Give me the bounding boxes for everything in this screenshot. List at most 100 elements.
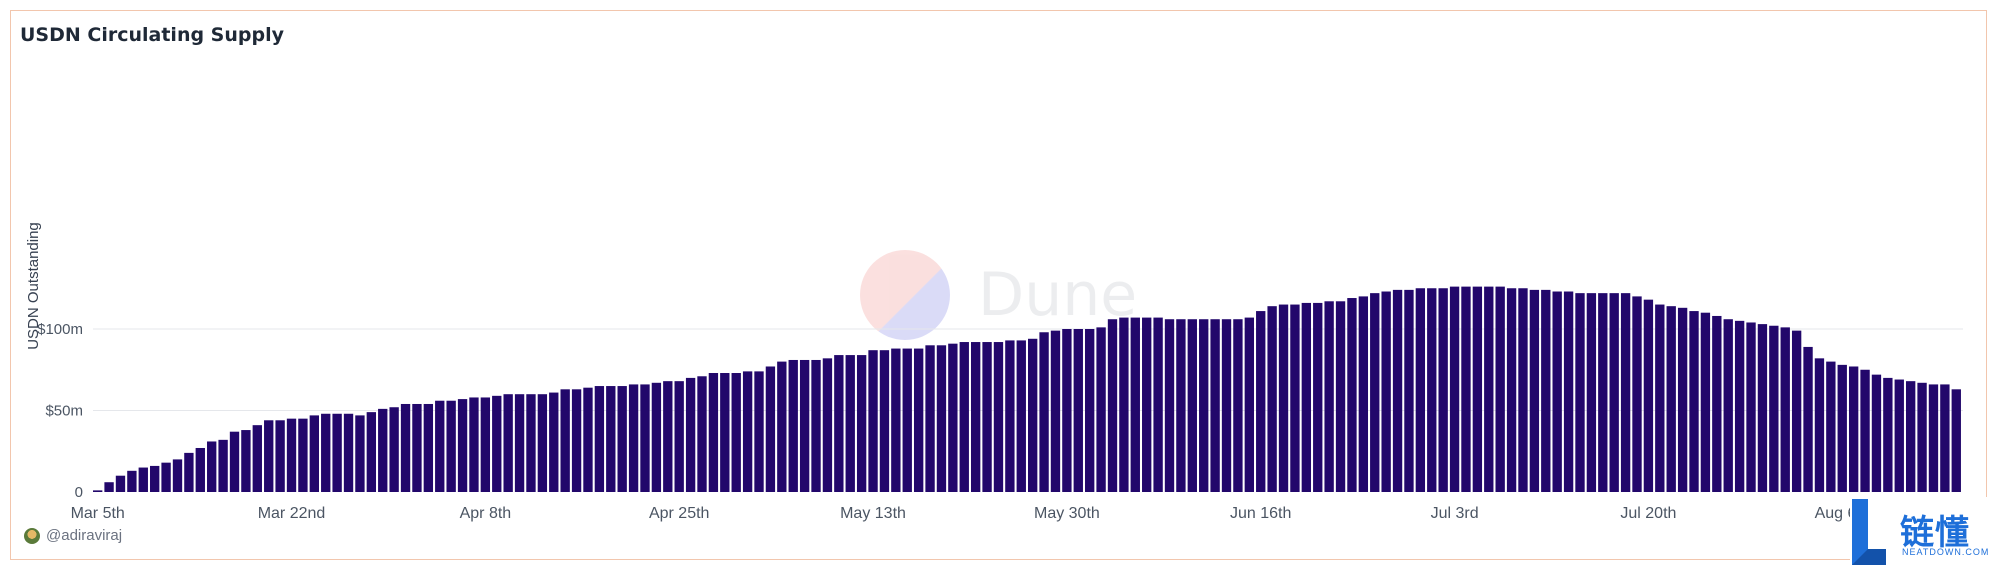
author-handle[interactable]: @adiraviraj [46, 527, 123, 544]
bar[interactable] [594, 386, 605, 492]
bar[interactable] [777, 361, 787, 492]
bar[interactable] [1415, 288, 1426, 492]
bar[interactable] [1848, 366, 1859, 492]
bar[interactable] [218, 439, 228, 492]
bar[interactable] [332, 413, 342, 492]
bar[interactable] [913, 348, 924, 492]
bar[interactable] [902, 348, 912, 492]
bar[interactable] [1803, 346, 1813, 492]
bar[interactable] [1221, 319, 1232, 492]
bar[interactable] [378, 408, 388, 492]
bar[interactable] [1928, 384, 1939, 492]
bar[interactable] [503, 394, 513, 492]
bar[interactable] [1917, 382, 1927, 492]
bar[interactable] [150, 465, 160, 492]
bar[interactable] [617, 386, 627, 492]
bar[interactable] [1677, 307, 1688, 492]
bar[interactable] [1575, 293, 1585, 492]
bar[interactable] [1073, 329, 1083, 492]
bar[interactable] [731, 373, 741, 492]
bar[interactable] [1176, 319, 1186, 492]
bar[interactable] [1894, 379, 1904, 492]
bar[interactable] [1472, 286, 1483, 492]
bar[interactable] [811, 359, 821, 492]
bar[interactable] [1301, 302, 1312, 492]
bar[interactable] [1290, 304, 1300, 492]
bar[interactable] [1598, 293, 1608, 492]
bar[interactable] [1164, 319, 1175, 492]
bar[interactable] [845, 355, 855, 492]
bar[interactable] [1814, 358, 1825, 492]
bar[interactable] [1233, 319, 1243, 492]
bar[interactable] [856, 355, 867, 492]
bar[interactable] [1244, 317, 1254, 492]
bar[interactable] [1620, 293, 1631, 492]
bar[interactable] [492, 395, 502, 492]
bar[interactable] [457, 399, 468, 492]
bar[interactable] [1427, 288, 1437, 492]
bar[interactable] [1347, 298, 1357, 492]
bar[interactable] [127, 470, 137, 492]
bar[interactable] [1905, 381, 1916, 492]
bar[interactable] [446, 400, 456, 492]
bar[interactable] [435, 400, 445, 492]
bar[interactable] [138, 467, 148, 492]
bar[interactable] [1643, 299, 1654, 492]
bar[interactable] [1871, 374, 1882, 492]
bar[interactable] [560, 389, 570, 492]
bar[interactable] [1860, 369, 1870, 492]
bar[interactable] [184, 452, 194, 492]
bar[interactable] [1541, 289, 1551, 492]
bar[interactable] [480, 397, 491, 492]
bar[interactable] [1552, 291, 1562, 492]
bar[interactable] [1370, 293, 1380, 492]
bar[interactable] [1085, 329, 1095, 492]
bar[interactable] [742, 371, 753, 492]
bar[interactable] [1404, 289, 1414, 492]
bar[interactable] [1358, 296, 1369, 492]
bar[interactable] [1940, 384, 1950, 492]
bar[interactable] [1700, 312, 1711, 492]
bar[interactable] [1016, 340, 1026, 492]
bar[interactable] [1335, 301, 1346, 492]
bar[interactable] [1689, 311, 1699, 492]
bar[interactable] [389, 407, 399, 492]
bar[interactable] [1757, 324, 1768, 492]
bar[interactable] [1142, 317, 1152, 492]
bar[interactable] [1381, 291, 1391, 492]
bar[interactable] [1119, 317, 1129, 492]
bar[interactable] [549, 392, 559, 492]
bar[interactable] [640, 384, 650, 492]
bar[interactable] [1096, 327, 1106, 492]
bar[interactable] [104, 482, 114, 492]
bar[interactable] [799, 359, 810, 492]
bar[interactable] [1951, 389, 1961, 492]
bar[interactable] [1563, 291, 1574, 492]
bar[interactable] [93, 490, 103, 492]
bar[interactable] [1256, 311, 1266, 492]
bar[interactable] [1609, 293, 1619, 492]
bar[interactable] [822, 358, 833, 492]
bar[interactable] [1278, 304, 1289, 492]
bar[interactable] [1449, 286, 1460, 492]
bar[interactable] [1005, 340, 1015, 492]
bar[interactable] [583, 387, 593, 492]
bar[interactable] [1734, 320, 1745, 492]
bar[interactable] [1039, 332, 1049, 492]
bar[interactable] [526, 394, 536, 492]
bar[interactable] [970, 342, 981, 492]
bar[interactable] [1028, 338, 1038, 492]
bar[interactable] [1506, 288, 1517, 492]
bar[interactable] [651, 382, 662, 492]
bar[interactable] [1826, 361, 1836, 492]
bar[interactable] [891, 348, 901, 492]
bar[interactable] [720, 373, 730, 492]
bar[interactable] [172, 459, 183, 492]
bar[interactable] [1769, 325, 1779, 492]
bar[interactable] [343, 413, 354, 492]
bar[interactable] [959, 342, 969, 492]
bar[interactable] [1632, 296, 1642, 492]
bar[interactable] [1324, 301, 1334, 492]
bar[interactable] [412, 403, 422, 492]
bar[interactable] [1666, 306, 1676, 492]
